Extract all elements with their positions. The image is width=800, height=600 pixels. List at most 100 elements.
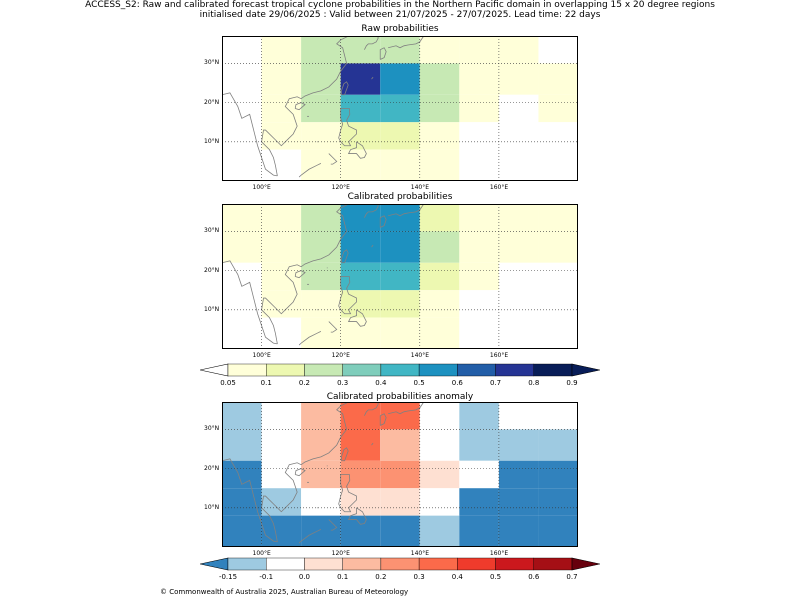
map-cell [380,231,420,263]
colorbar-segment [227,363,267,377]
map-cell [459,262,499,291]
map-frame [222,402,578,547]
colorbar-tick-label: 0.5 [489,573,502,581]
map-cell [419,149,460,181]
coastline [328,321,338,333]
coastline [338,108,357,147]
map-cell [459,122,499,150]
map-cell [419,317,460,349]
map-cell [380,460,420,489]
map-cell [261,149,302,181]
colorbar-segment [457,557,496,571]
map-cell [459,460,499,489]
coastline [222,458,278,543]
colorbar-probabilities [200,363,600,377]
map-cell [538,149,578,181]
map-cell [498,317,539,349]
colorbar-segment [342,557,382,571]
map-cell [498,231,539,263]
colorbar-segment [304,557,343,571]
colorbar-anomaly [200,557,600,571]
coastline [364,402,379,416]
x-tick-label: 100°E [252,352,271,359]
map-cell [459,231,499,263]
coastline [347,507,367,525]
map-cell [459,402,499,430]
map-frame [222,36,578,181]
map-cell [340,402,381,430]
colorbar-tick-label: 0.6 [528,573,540,581]
colorbar-tick-label: 0.1 [260,379,272,387]
map-cell [301,231,341,263]
map-cell [419,262,460,291]
colorbar-segment [342,363,382,377]
colorbar-tick-label: 0.6 [451,379,463,387]
map-cell [498,429,539,461]
map-cell [419,231,460,263]
colorbar-under-arrow [200,557,229,571]
map-cell [222,231,262,263]
colorbar-segment [418,557,458,571]
map-cell [380,317,420,349]
map-cell [222,402,262,430]
y-tick-label: 10°N [204,137,220,145]
colorbar-segment [227,557,267,571]
colorbar-tick-label: -0.15 [218,573,238,581]
map-cell [301,402,341,430]
map-cell [419,290,460,318]
map-cell [222,317,262,349]
map-cell [380,94,420,123]
colorbar-tick-label: 0.4 [375,379,387,387]
map-cell [538,317,578,349]
colorbar-tick-label: 0.7 [566,573,578,581]
x-tick-label: 160°E [489,352,509,359]
map-cell [459,515,499,547]
colorbar-tick-label: 0.2 [375,573,387,581]
map-cell [380,429,420,461]
coastline [261,36,349,176]
map-cell [222,290,262,318]
map-cell [261,515,302,547]
map-cell [261,317,302,349]
map-cell [380,63,420,95]
map-cell [340,290,381,318]
y-tick-label: 10°N [204,503,220,511]
x-tick-label: 140°E [410,184,430,191]
figure-title-line2: initialised date 29/06/2025 : Valid betw… [199,10,601,20]
map-cell [301,36,341,64]
map-cell [301,515,341,547]
coastline [294,270,306,279]
x-tick-label: 120°E [331,550,350,557]
colorbar-tick-label: 0.7 [489,379,502,387]
map-cell [538,402,578,430]
map-cell [459,290,499,318]
coastline [388,402,425,415]
y-tick-label: 20°N [204,464,220,472]
map-cell [538,290,578,318]
y-tick-label: 30°N [204,227,220,235]
map-cell [340,149,381,181]
colorbar-segment [418,363,458,377]
panel-title-raw: Raw probabilities [361,24,439,34]
map-cell [380,402,420,430]
map-cell [301,429,341,461]
map-cell [419,63,460,95]
map-cell [498,149,539,181]
map-cell [380,36,420,64]
coastline [328,519,338,531]
map-cell [380,515,420,547]
colorbar-over-arrow [571,363,600,377]
coastline [338,276,357,315]
coastline [388,204,425,217]
map-cell [301,290,341,318]
coastline [294,468,306,477]
map-cell [538,262,578,291]
map-cell [222,515,262,547]
map-cell [419,36,460,64]
map-cell [301,149,341,181]
coastline [347,141,367,159]
coastline [261,402,349,542]
map-cell [498,122,539,150]
map-cell [459,94,499,123]
colorbar-segment [380,557,420,571]
